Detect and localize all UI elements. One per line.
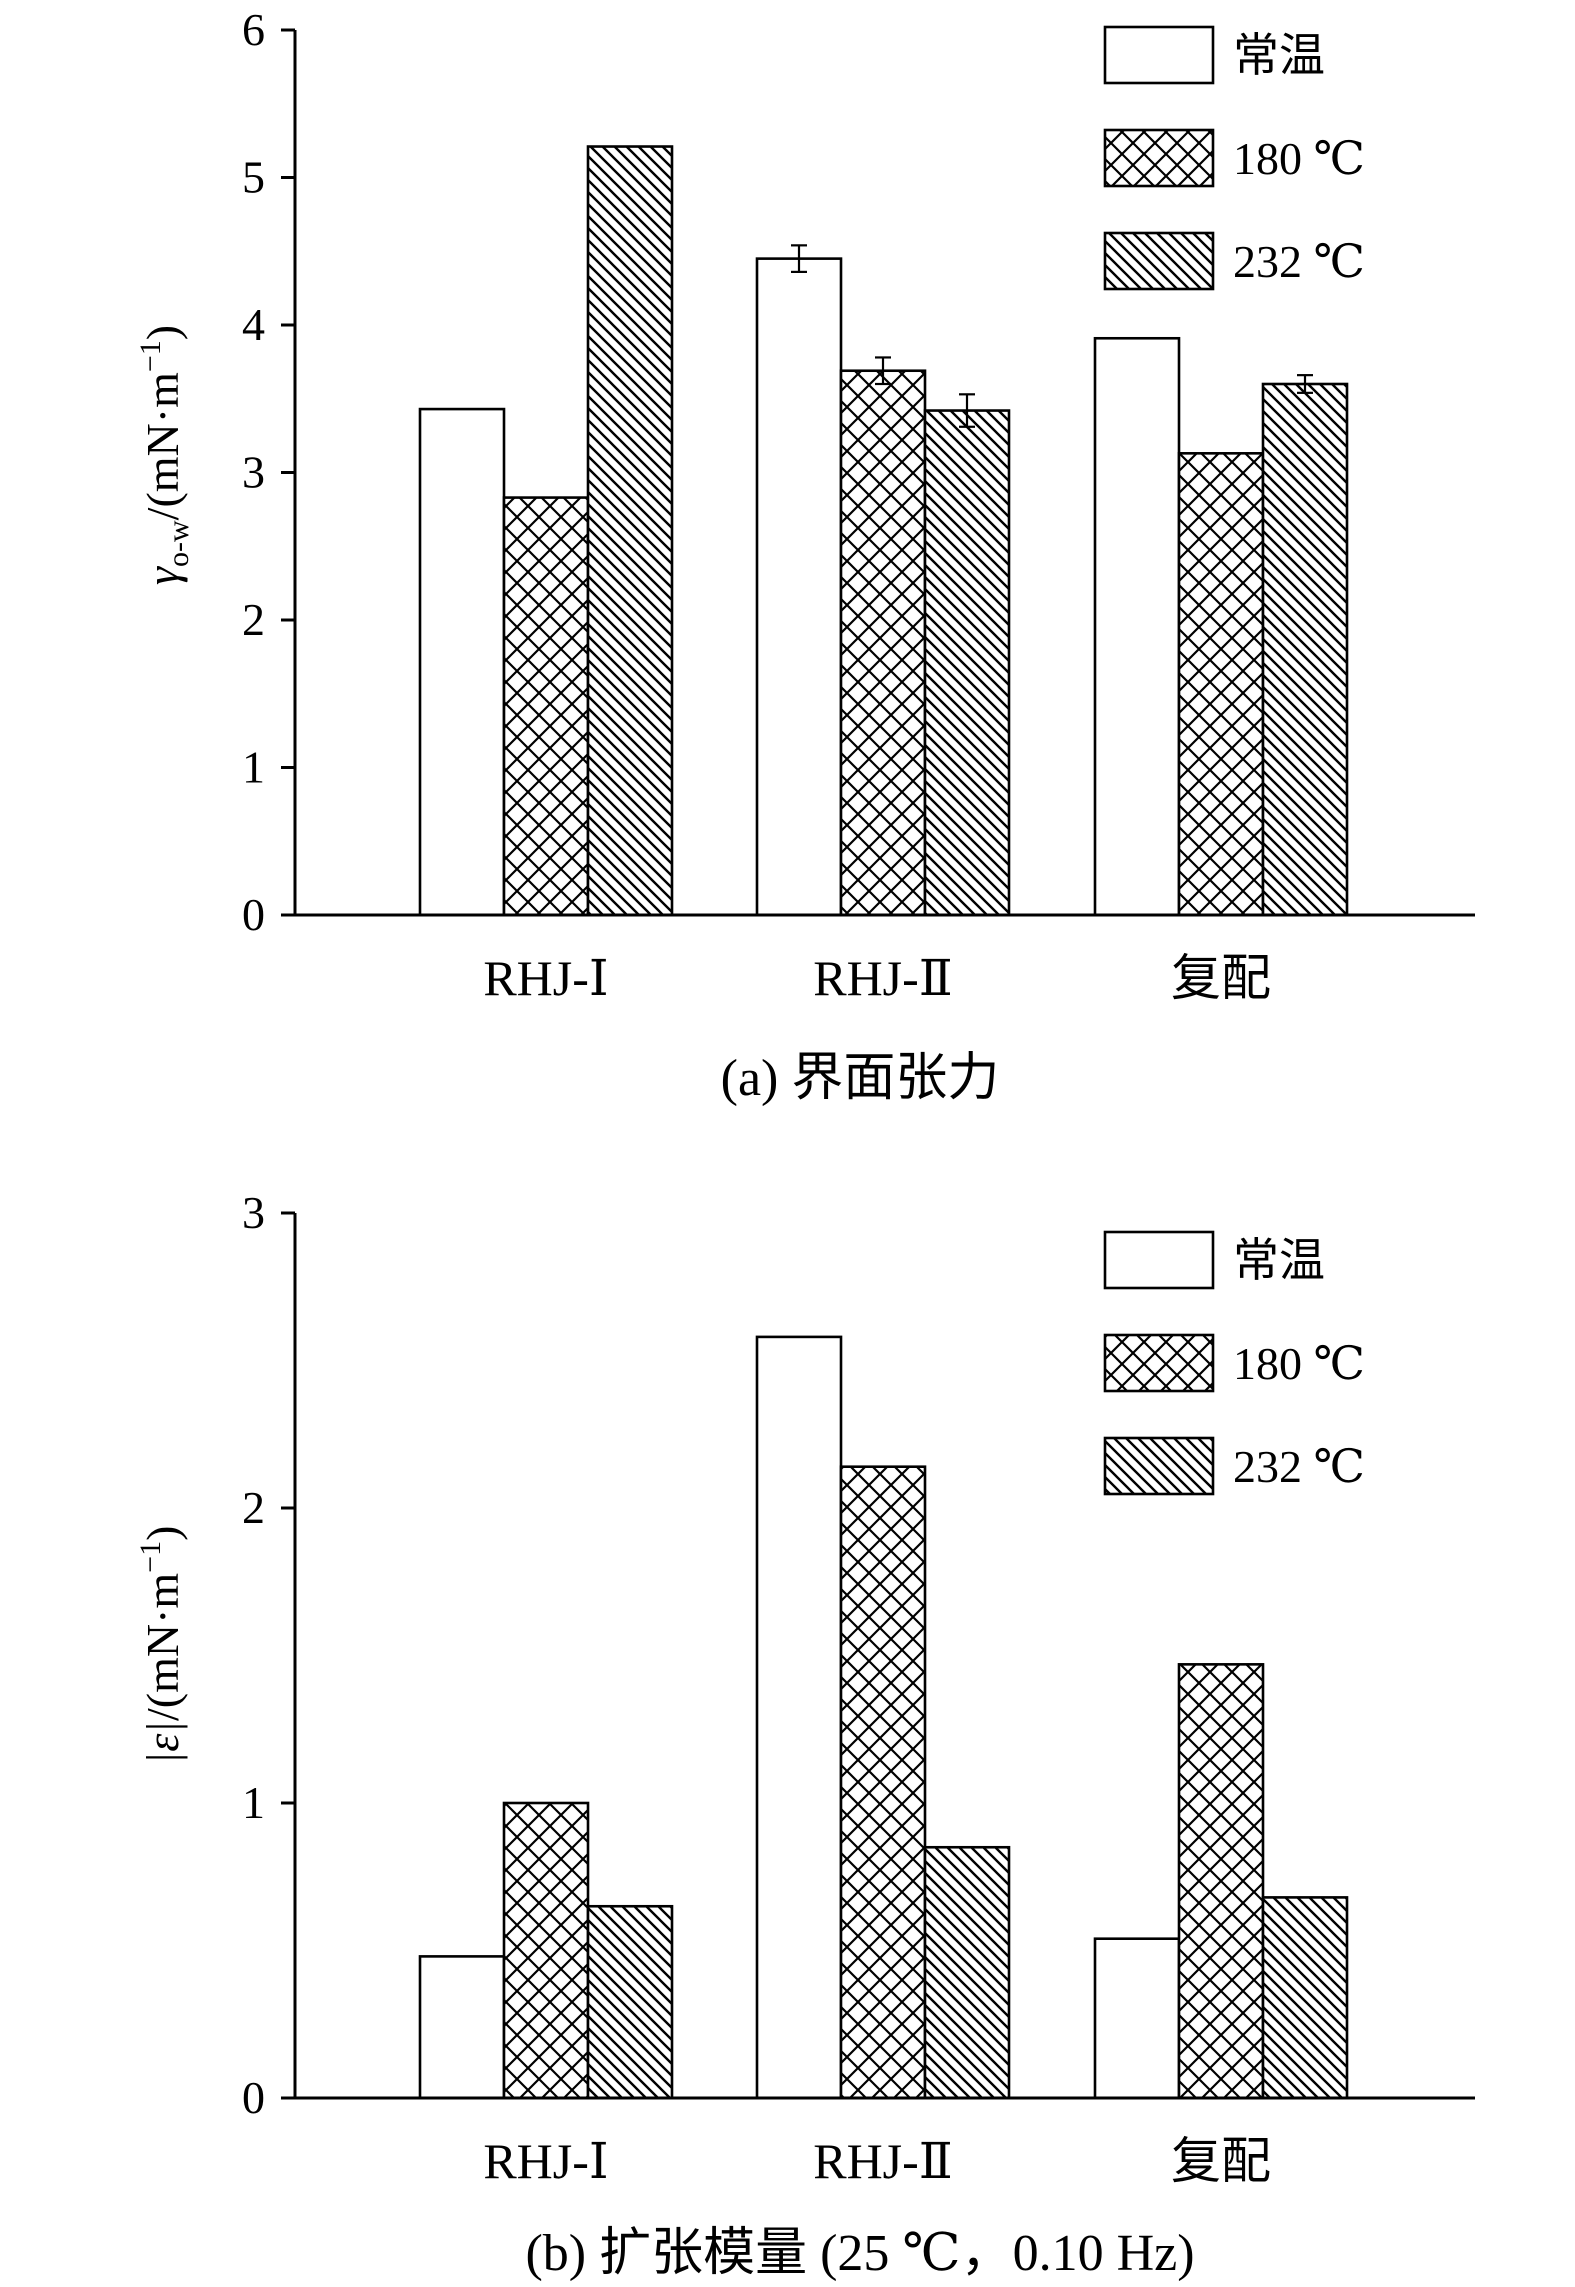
legend: 常温 180 ℃ 232 ℃ bbox=[1103, 25, 1365, 291]
legend-label: 232 ℃ bbox=[1233, 236, 1365, 287]
legend-label: 180 ℃ bbox=[1233, 133, 1365, 184]
legend-item-2: 180 ℃ bbox=[1103, 128, 1365, 188]
y-tick-label: 0 bbox=[242, 889, 265, 940]
category-label: 复配 bbox=[1171, 950, 1271, 1006]
y-tick-label: 2 bbox=[242, 1482, 265, 1533]
error-bar-2-2 bbox=[875, 356, 891, 386]
bar-3-3 bbox=[1261, 1896, 1349, 2100]
bar-1-3 bbox=[1093, 336, 1181, 917]
error-bar-3-2 bbox=[959, 393, 975, 428]
legend-label: 232 ℃ bbox=[1233, 1441, 1365, 1492]
category-label: RHJ-Ⅱ bbox=[813, 2133, 953, 2189]
y-tick-label: 5 bbox=[242, 152, 265, 203]
y-axis-label: γo-w/(mN·m−1) bbox=[134, 325, 195, 585]
bar-2-2 bbox=[839, 369, 927, 917]
chart-panel-dilational-modulus: 0 1 2 3 RHJ-Ⅰ RHJ-Ⅱ 复配 常温 180 ℃ 232 ℃ |ε|/(mN·m−… bbox=[134, 1187, 1475, 2282]
category-label: RHJ-Ⅱ bbox=[813, 950, 953, 1006]
y-axis-label-unit-close: ) bbox=[137, 325, 188, 340]
bar-1-1 bbox=[418, 1955, 506, 2100]
bar-2-1 bbox=[502, 1801, 590, 2100]
error-bar-3-3 bbox=[1297, 374, 1313, 394]
legend-item-1: 常温 bbox=[1103, 1230, 1325, 1290]
y-tick-label: 3 bbox=[242, 1187, 265, 1238]
legend-swatch bbox=[1103, 1333, 1215, 1393]
axes-group: 0 1 2 3 4 5 6 RHJ-Ⅰ RHJ-Ⅱ 复配 bbox=[242, 4, 1475, 1006]
bars-group bbox=[418, 1335, 1349, 2100]
legend-label: 常温 bbox=[1233, 1235, 1325, 1286]
axes-group: 0 1 2 3 RHJ-Ⅰ RHJ-Ⅱ 复配 bbox=[242, 1187, 1475, 2189]
y-axis-label-unit: /(mN·m bbox=[137, 372, 188, 520]
category-label: RHJ-Ⅰ bbox=[483, 950, 608, 1006]
bar-1-1 bbox=[418, 407, 506, 917]
y-axis-label-unit-close: ) bbox=[137, 1526, 188, 1541]
legend-item-3: 232 ℃ bbox=[1103, 231, 1365, 291]
y-tick-label: 1 bbox=[242, 742, 265, 793]
y-axis-label-symbol: γ bbox=[137, 565, 188, 585]
bar-2-1 bbox=[502, 496, 590, 917]
bar-2-2 bbox=[839, 1465, 927, 2100]
bar-2-3 bbox=[1177, 1663, 1265, 2100]
legend-swatch bbox=[1103, 128, 1215, 188]
y-tick-label: 4 bbox=[242, 299, 265, 350]
y-tick-label: 6 bbox=[242, 4, 265, 55]
legend-swatch bbox=[1103, 25, 1215, 85]
bar-1-2 bbox=[755, 1335, 843, 2100]
bar-2-3 bbox=[1177, 452, 1265, 917]
error-bars-group bbox=[791, 244, 1313, 428]
y-axis-label-symbol: |ε| bbox=[137, 1721, 188, 1764]
chart-title: (b) 扩张模量 (25 ℃，0.10 Hz) bbox=[525, 2225, 1194, 2282]
legend-label: 180 ℃ bbox=[1233, 1338, 1365, 1389]
category-label: RHJ-Ⅰ bbox=[483, 2133, 608, 2189]
bar-3-1 bbox=[586, 1904, 674, 2100]
error-bar-1-2 bbox=[791, 244, 807, 273]
y-axis-label-subscript: o-w bbox=[162, 520, 195, 567]
chart-panel-interfacial-tension: 0 1 2 3 4 5 6 RHJ-Ⅰ RHJ-Ⅱ 复配 常温 180 ℃ 232 ℃ γo-w/(m… bbox=[134, 4, 1475, 1107]
y-tick-label: 1 bbox=[242, 1777, 265, 1828]
y-tick-label: 3 bbox=[242, 447, 265, 498]
bar-3-2 bbox=[923, 1845, 1011, 2100]
bar-3-3 bbox=[1261, 382, 1349, 917]
bar-3-2 bbox=[923, 409, 1011, 917]
legend-item-1: 常温 bbox=[1103, 25, 1325, 85]
bars-group bbox=[418, 145, 1349, 917]
legend-label: 常温 bbox=[1233, 30, 1325, 81]
bar-1-2 bbox=[755, 257, 843, 917]
bar-1-3 bbox=[1093, 1937, 1181, 2100]
y-tick-label: 2 bbox=[242, 594, 265, 645]
legend-swatch bbox=[1103, 1230, 1215, 1290]
y-axis-label-unit: /(mN·m bbox=[137, 1573, 188, 1721]
y-axis-label-superscript: −1 bbox=[134, 340, 167, 372]
y-tick-label: 0 bbox=[242, 2072, 265, 2123]
category-label: 复配 bbox=[1171, 2133, 1271, 2189]
legend: 常温 180 ℃ 232 ℃ bbox=[1103, 1230, 1365, 1496]
legend-item-2: 180 ℃ bbox=[1103, 1333, 1365, 1393]
legend-swatch bbox=[1103, 1436, 1215, 1496]
bar-3-1 bbox=[586, 145, 674, 917]
chart-title: (a) 界面张力 bbox=[721, 1050, 1000, 1107]
legend-item-3: 232 ℃ bbox=[1103, 1436, 1365, 1496]
y-axis-label: |ε|/(mN·m−1) bbox=[134, 1526, 188, 1765]
legend-swatch bbox=[1103, 231, 1215, 291]
y-axis-label-superscript: −1 bbox=[134, 1541, 167, 1573]
